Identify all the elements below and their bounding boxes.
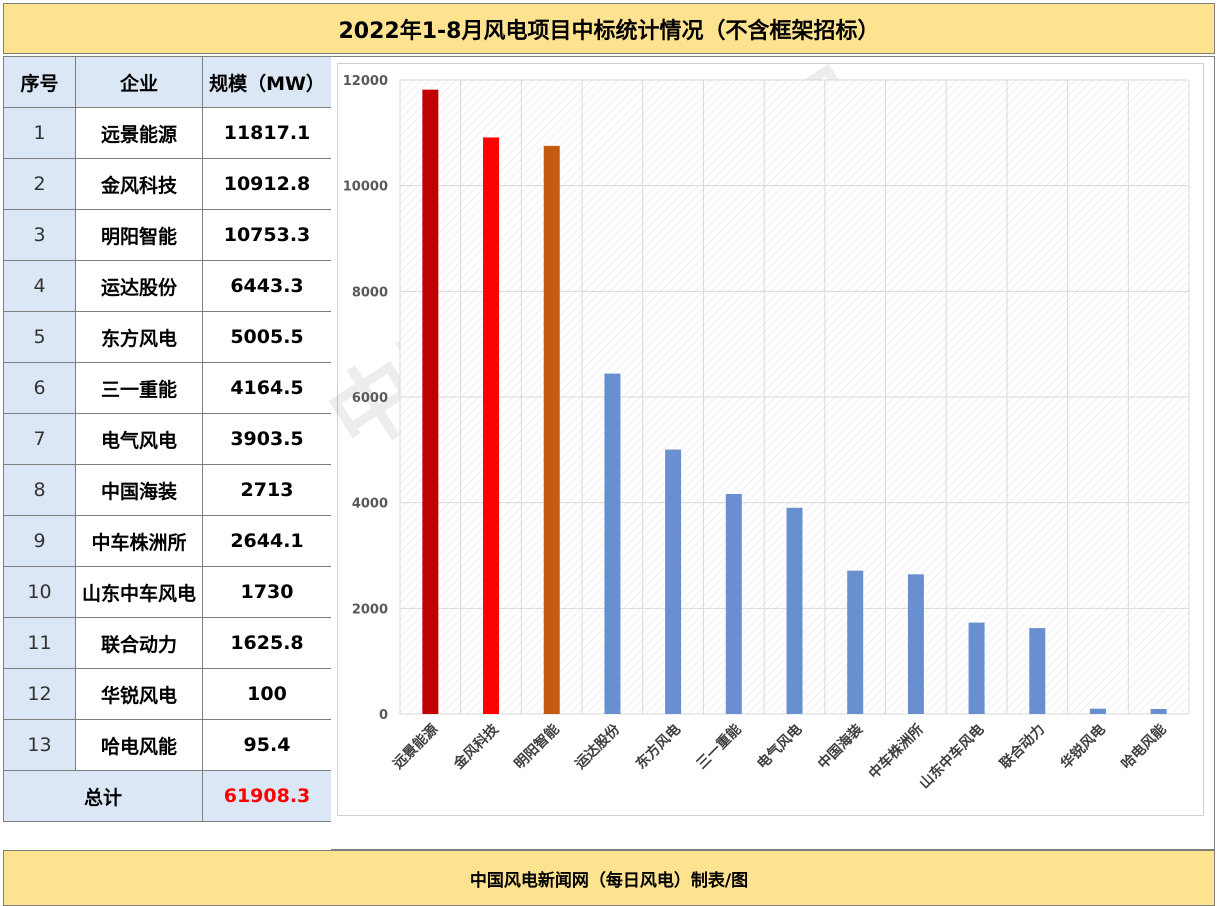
data-table: 序号 企业 规模（MW） 1 远景能源 11817.1 2 金风科技 10912.8 3 明阳… — [3, 56, 332, 822]
row-index: 7 — [3, 413, 76, 465]
bar — [907, 574, 924, 714]
row-capacity: 2644.1 — [202, 515, 332, 567]
row-company: 华锐风电 — [75, 668, 203, 720]
row-company: 东方风电 — [75, 311, 203, 363]
row-company: 中车株洲所 — [75, 515, 203, 567]
table-row: 2 金风科技 10912.8 — [3, 158, 332, 210]
bar — [1150, 708, 1167, 714]
y-tick-label: 0 — [379, 708, 388, 723]
bar-chart: 0 2000 4000 6000 8000 10000 12000 远景能源 金风科技 明阳智能运… — [343, 74, 1190, 792]
table-header-row: 序号 企业 规模（MW） — [3, 56, 332, 108]
row-index: 1 — [3, 107, 76, 159]
x-tick-label: 东方风电 — [632, 721, 684, 773]
y-tick-label: 8000 — [352, 285, 388, 300]
table-row: 5 东方风电 5005.5 — [3, 311, 332, 363]
bar — [786, 507, 803, 714]
row-capacity: 11817.1 — [202, 107, 332, 159]
row-index: 2 — [3, 158, 76, 210]
table-row: 6 三一重能 4164.5 — [3, 362, 332, 414]
table-row: 12 华锐风电 100 — [3, 668, 332, 720]
table-row: 1 远景能源 11817.1 — [3, 107, 332, 159]
table-row: 4 运达股份 6443.3 — [3, 260, 332, 312]
chart-title: 2022年1-8月风电项目中标统计情况（不含框架招标） — [3, 3, 1215, 54]
table-row: 7 电气风电 3903.5 — [3, 413, 332, 465]
y-tick-label: 4000 — [352, 497, 388, 512]
row-capacity: 95.4 — [202, 719, 332, 771]
row-index: 3 — [3, 209, 76, 261]
row-capacity: 6443.3 — [202, 260, 332, 312]
row-company: 联合动力 — [75, 617, 203, 669]
x-tick-label: 中国海装 — [814, 720, 866, 772]
row-capacity: 100 — [202, 668, 332, 720]
bar — [665, 449, 682, 714]
x-tick-label: 山东中车风电 — [916, 721, 987, 792]
row-index: 13 — [3, 719, 76, 771]
table-row: 11 联合动力 1625.8 — [3, 617, 332, 669]
row-index: 9 — [3, 515, 76, 567]
bar — [847, 570, 864, 714]
row-capacity: 10912.8 — [202, 158, 332, 210]
x-tick-label: 电气风电 — [754, 721, 806, 773]
row-capacity: 1730 — [202, 566, 332, 618]
bar — [725, 493, 742, 714]
x-tick-label: 哈电风能 — [1118, 721, 1170, 773]
bar — [422, 89, 439, 715]
row-company: 中国海装 — [75, 464, 203, 516]
row-capacity: 10753.3 — [202, 209, 332, 261]
row-index: 8 — [3, 464, 76, 516]
bar — [1089, 708, 1106, 714]
x-tick-label: 运达股份 — [572, 720, 624, 772]
x-tick-label: 中车株洲所 — [865, 721, 927, 783]
row-capacity: 3903.5 — [202, 413, 332, 465]
row-company: 哈电风能 — [75, 719, 203, 771]
row-company: 运达股份 — [75, 260, 203, 312]
table-row: 8 中国海装 2713 — [3, 464, 332, 516]
row-company: 山东中车风电 — [75, 566, 203, 618]
row-index: 5 — [3, 311, 76, 363]
bar — [483, 137, 500, 714]
x-tick-label: 三一重能 — [693, 721, 745, 773]
row-index: 4 — [3, 260, 76, 312]
row-company: 三一重能 — [75, 362, 203, 414]
row-index: 12 — [3, 668, 76, 720]
header-capacity: 规模（MW） — [202, 56, 332, 108]
y-tick-label: 12000 — [343, 74, 388, 89]
table-row: 13 哈电风能 95.4 — [3, 719, 332, 771]
row-company: 电气风电 — [75, 413, 203, 465]
total-label: 总计 — [3, 770, 203, 822]
x-tick-label: 联合动力 — [996, 721, 1048, 773]
x-tick-label: 金风科技 — [450, 720, 503, 773]
footer-credit: 中国风电新闻网（每日风电）制表/图 — [3, 850, 1215, 906]
row-index: 10 — [3, 566, 76, 618]
bar — [968, 622, 985, 714]
total-row: 总计 61908.3 — [3, 770, 332, 822]
header-company: 企业 — [75, 56, 203, 108]
row-capacity: 5005.5 — [202, 311, 332, 363]
y-tick-label: 10000 — [343, 180, 388, 195]
table-row: 3 明阳智能 10753.3 — [3, 209, 332, 261]
row-index: 11 — [3, 617, 76, 669]
row-company: 金风科技 — [75, 158, 203, 210]
x-tick-label: 远景能源 — [390, 721, 442, 773]
bar — [604, 373, 621, 714]
x-tick-label: 华锐风电 — [1057, 721, 1109, 773]
total-value: 61908.3 — [202, 770, 332, 822]
x-tick-label: 明阳智能 — [511, 721, 563, 773]
bar — [1029, 628, 1046, 714]
row-capacity: 1625.8 — [202, 617, 332, 669]
row-capacity: 4164.5 — [202, 362, 332, 414]
row-company: 明阳智能 — [75, 209, 203, 261]
table-row: 9 中车株洲所 2644.1 — [3, 515, 332, 567]
table-row: 10 山东中车风电 1730 — [3, 566, 332, 618]
bar — [543, 145, 560, 714]
row-index: 6 — [3, 362, 76, 414]
y-tick-label: 6000 — [352, 391, 388, 406]
row-company: 远景能源 — [75, 107, 203, 159]
row-capacity: 2713 — [202, 464, 332, 516]
header-index: 序号 — [3, 56, 76, 108]
y-tick-label: 2000 — [352, 602, 388, 617]
